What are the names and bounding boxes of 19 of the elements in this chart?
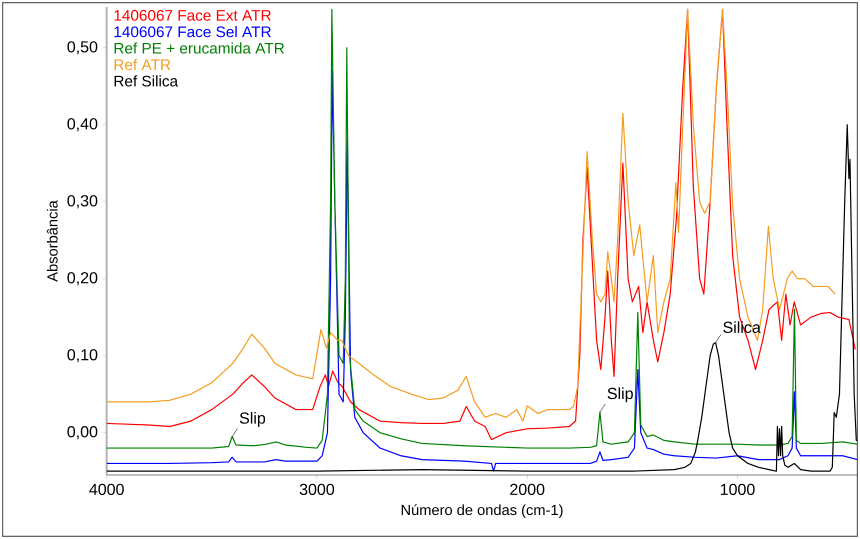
text: Ref Silica — [114, 75, 178, 87]
text: 1406067 Face Sel ATR — [114, 26, 271, 38]
y-tick-label: 0,10 — [67, 349, 98, 362]
text: 1406067 Face Ext ATR — [114, 10, 271, 21]
x-tick-label: 2000 — [510, 484, 544, 496]
annotation: Slip — [240, 412, 266, 427]
text: Ref ATR — [114, 58, 170, 70]
y-tick-label: 0,50 — [67, 41, 98, 54]
y-tick-label: 0,00 — [67, 426, 98, 440]
x-tick-label: 1000 — [720, 484, 755, 496]
y-axis-title: Absorbância — [46, 200, 58, 282]
y-tick-label: 0,30 — [67, 195, 98, 208]
x-tick-label: 3000 — [300, 484, 334, 496]
y-tick-label: 0,20 — [67, 272, 98, 286]
x-axis-title: Número de ondas (cm-1) — [402, 504, 563, 518]
y-tick-label: 0,40 — [67, 118, 98, 132]
annotation: Slip — [608, 387, 633, 402]
x-tick-label: 4000 — [89, 484, 124, 496]
text: Ref PE + erucamida ATR — [114, 42, 284, 54]
